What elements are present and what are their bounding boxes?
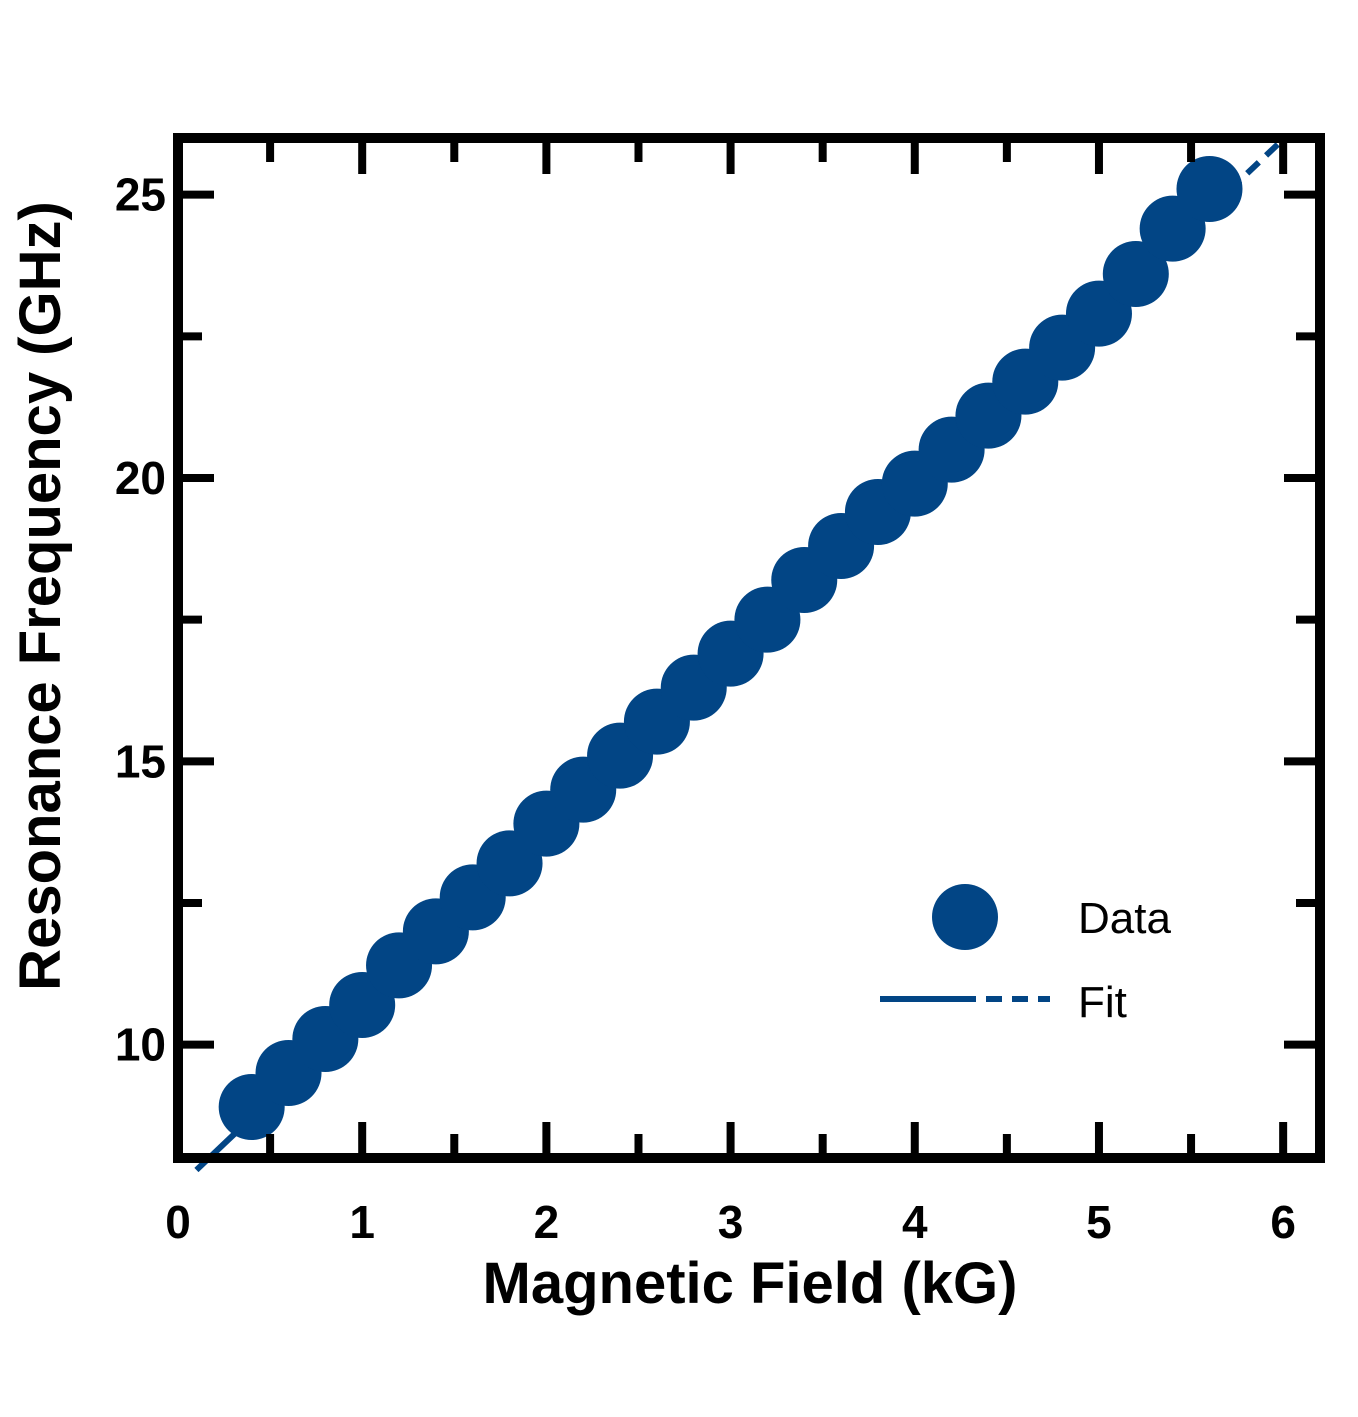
x-tick-label: 0 xyxy=(165,1196,191,1248)
y-tick-label: 25 xyxy=(115,169,166,221)
fit-line-dashed xyxy=(1207,137,1286,212)
tick-labels-layer: 0 1 2 3 4 5 6 10 15 20 25 xyxy=(115,169,1296,1248)
data-point xyxy=(1102,241,1169,307)
x-tick-label: 6 xyxy=(1270,1196,1296,1248)
x-tick-label: 2 xyxy=(534,1196,560,1248)
plot-frame xyxy=(173,133,1325,1163)
y-axis-title: Resonance Frequency (GHz) xyxy=(8,201,73,991)
data-points-layer xyxy=(218,156,1243,1140)
legend-data-marker xyxy=(932,884,998,950)
x-axis-title: Magnetic Field (kG) xyxy=(483,1251,1018,1316)
x-tick-label: 1 xyxy=(349,1196,375,1248)
x-tick-label: 5 xyxy=(1086,1196,1112,1248)
legend-fit-label: Fit xyxy=(1078,978,1127,1027)
x-tick-label: 4 xyxy=(902,1196,928,1248)
data-point xyxy=(1176,156,1243,222)
x-tick-label: 3 xyxy=(718,1196,744,1248)
legend-data-label: Data xyxy=(1078,894,1171,943)
legend: Data Fit xyxy=(880,884,1171,1027)
y-tick-label: 15 xyxy=(115,735,166,787)
y-tick-label: 10 xyxy=(115,1019,166,1071)
y-tick-label: 20 xyxy=(115,452,166,504)
